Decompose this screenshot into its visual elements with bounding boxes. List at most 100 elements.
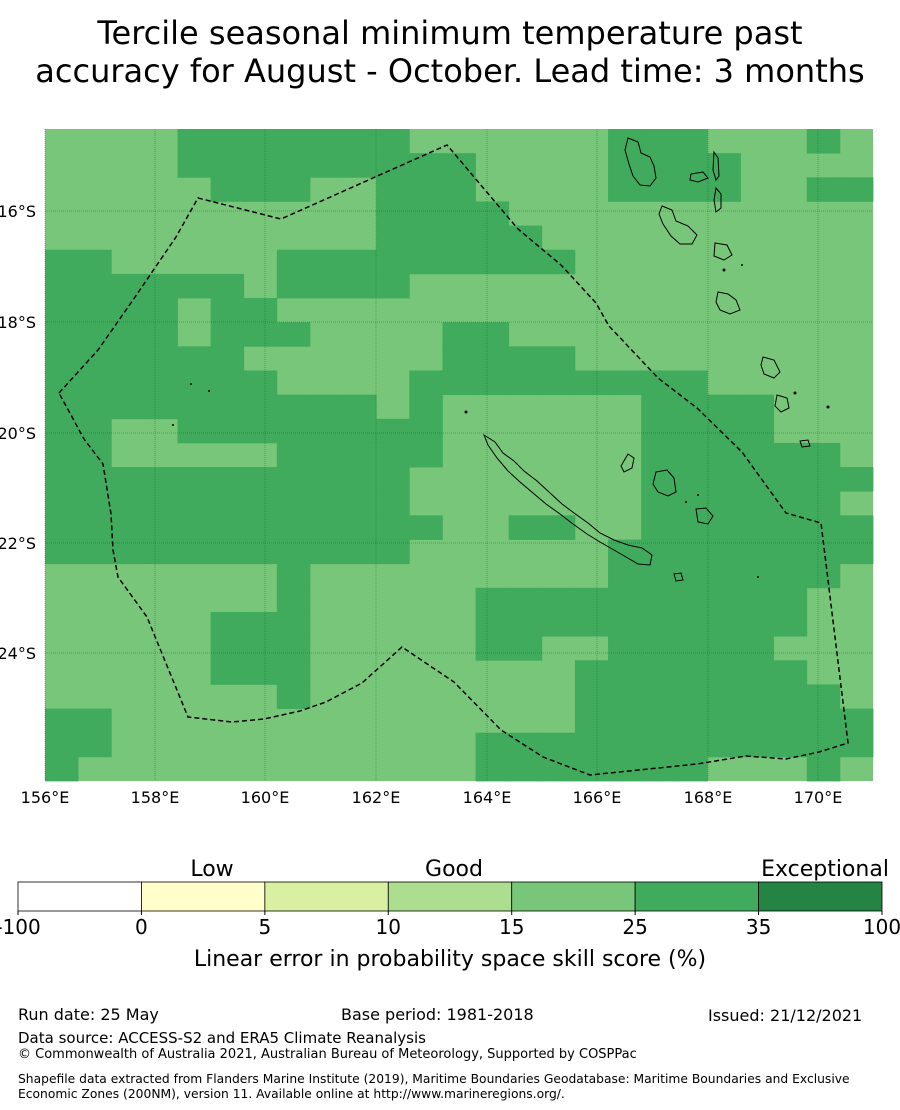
chart-title: Tercile seasonal minimum temperature pas… <box>0 14 900 90</box>
skill-cell <box>45 539 79 565</box>
skill-cell <box>707 563 741 589</box>
colorbar-category-label: Exceptional <box>761 857 889 882</box>
skill-cell <box>276 636 311 661</box>
map-gridlines <box>44 129 873 781</box>
skill-cell <box>243 539 278 565</box>
skill-cell <box>276 418 311 444</box>
skill-cell <box>276 539 311 565</box>
skill-cell <box>641 732 675 758</box>
skill-cell <box>740 660 775 685</box>
skill-cell <box>276 660 311 685</box>
longitude-tick-label: 166°E <box>573 788 622 807</box>
islet <box>741 264 743 266</box>
islet <box>464 410 468 414</box>
skill-cell <box>276 394 311 420</box>
skill-cell <box>475 587 510 613</box>
pentecost-outline <box>713 186 722 213</box>
skill-cell <box>839 708 874 734</box>
skill-cell <box>177 394 211 420</box>
colorbar: Low Good Exceptional -100 0 5 10 15 25 35 100 Lin… <box>0 857 900 972</box>
latitude-tick-label: 24°S <box>0 644 36 663</box>
skill-map: 16°S 18°S 20°S 22°S 24°S 156°E 158°E 160°E 162°… <box>0 129 874 807</box>
skill-cell <box>144 394 178 420</box>
skill-cell <box>674 732 708 758</box>
skill-cell <box>674 636 708 661</box>
skill-cell <box>210 515 245 540</box>
skill-cell <box>376 467 410 492</box>
skill-cell <box>243 129 278 154</box>
skill-cell <box>773 708 808 734</box>
skill-cell <box>541 249 576 275</box>
skill-cell <box>45 732 79 758</box>
skill-cell <box>376 515 410 540</box>
skill-cell <box>210 370 245 396</box>
shapefile-credit: Shapefile data extracted from Flanders M… <box>18 1072 850 1101</box>
colorbar-segment <box>141 881 266 912</box>
skill-cell <box>641 684 675 709</box>
skill-cell <box>144 467 178 492</box>
skill-cell <box>409 442 443 468</box>
skill-cell <box>210 611 245 637</box>
skill-cell <box>78 394 112 420</box>
skill-cell <box>707 660 741 685</box>
maewo-outline <box>712 150 720 182</box>
skill-cell <box>45 418 79 444</box>
skill-cell <box>243 177 278 202</box>
skill-cell <box>740 491 775 516</box>
skill-cell <box>343 153 377 178</box>
skill-cell <box>409 201 443 226</box>
skill-cell <box>111 394 145 420</box>
skill-cell <box>177 129 211 154</box>
skill-cell <box>45 249 79 275</box>
skill-cell <box>78 273 112 299</box>
skill-cell <box>309 515 344 540</box>
skill-cell <box>144 298 178 323</box>
skill-cell <box>376 491 410 516</box>
ouvea-outline <box>620 453 635 473</box>
skill-cell <box>243 153 278 178</box>
skill-cell <box>541 370 576 396</box>
skill-cell <box>707 394 741 420</box>
skill-cell <box>475 225 510 251</box>
skill-cell <box>475 346 510 371</box>
skill-cell <box>608 636 642 661</box>
latitude-tick-label: 20°S <box>0 424 36 443</box>
mare-outline <box>695 507 714 525</box>
skill-cell <box>707 153 741 178</box>
islets <box>172 264 830 578</box>
skill-cell <box>773 660 808 685</box>
skill-cell <box>45 708 79 734</box>
longitude-tick-label: 158°E <box>131 788 180 807</box>
skill-cell <box>177 539 211 565</box>
skill-cell <box>111 467 145 492</box>
colorbar-tick-label: 100 <box>863 915 900 939</box>
longitude-tick-label: 164°E <box>463 788 512 807</box>
skill-cell <box>78 298 112 323</box>
skill-cell <box>806 467 841 492</box>
skill-cell <box>641 370 675 396</box>
skill-cell <box>839 467 874 492</box>
colorbar-tick-label: 0 <box>135 915 148 939</box>
skill-cell <box>707 539 741 565</box>
skill-cell <box>707 587 741 613</box>
colorbar-segments <box>17 881 883 912</box>
skill-cell <box>806 129 841 154</box>
skill-cell <box>773 563 808 589</box>
skill-cell <box>276 491 311 516</box>
skill-cell <box>674 467 708 492</box>
skill-cell <box>641 515 675 540</box>
skill-cell <box>409 225 443 251</box>
skill-cell <box>177 515 211 540</box>
skill-cell <box>608 370 642 396</box>
skill-cell <box>839 732 874 758</box>
skill-cell <box>508 346 543 371</box>
skill-cell <box>409 515 443 540</box>
skill-cell <box>309 394 344 420</box>
skill-cell <box>276 153 311 178</box>
islet <box>722 268 726 272</box>
skill-cell <box>740 418 775 444</box>
skill-cell <box>243 515 278 540</box>
skill-cell <box>541 346 576 371</box>
skill-cell <box>475 732 510 758</box>
skill-cell <box>806 515 841 540</box>
